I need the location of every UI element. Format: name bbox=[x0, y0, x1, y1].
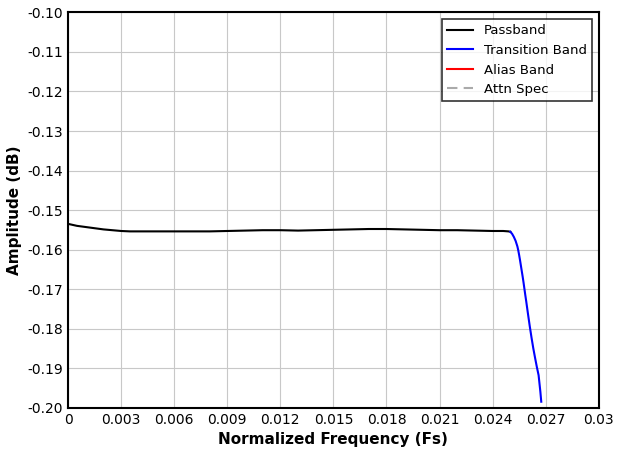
Passband bbox=[365, 226, 373, 232]
Transition Band bbox=[515, 247, 522, 253]
Transition Band bbox=[530, 345, 537, 351]
Transition Band bbox=[519, 274, 527, 280]
Passband bbox=[224, 228, 231, 234]
Passband bbox=[109, 227, 116, 233]
Passband bbox=[401, 227, 408, 232]
Transition Band bbox=[522, 299, 530, 304]
Passband bbox=[276, 227, 284, 233]
Passband bbox=[499, 228, 507, 234]
Transition Band bbox=[526, 324, 533, 329]
Transition Band bbox=[518, 269, 525, 274]
Transition Band bbox=[512, 238, 519, 244]
Transition Band bbox=[507, 229, 514, 235]
Passband bbox=[171, 229, 178, 234]
Transition Band bbox=[509, 231, 516, 237]
Passband bbox=[294, 228, 302, 233]
Passband bbox=[144, 229, 152, 234]
Passband bbox=[117, 228, 125, 234]
Transition Band bbox=[524, 311, 532, 317]
Passband bbox=[453, 227, 461, 233]
Passband bbox=[436, 227, 443, 233]
Transition Band bbox=[533, 364, 540, 370]
Passband bbox=[91, 226, 98, 231]
Transition Band bbox=[532, 355, 539, 360]
Passband bbox=[505, 229, 512, 234]
Passband bbox=[206, 229, 214, 234]
Transition Band bbox=[516, 257, 524, 263]
X-axis label: Normalized Frequency (Fs): Normalized Frequency (Fs) bbox=[219, 432, 448, 447]
Passband bbox=[73, 223, 81, 228]
Passband bbox=[418, 227, 425, 232]
Passband bbox=[489, 228, 496, 234]
Passband bbox=[65, 221, 72, 227]
Passband bbox=[100, 227, 107, 232]
Transition Band bbox=[510, 234, 517, 240]
Passband bbox=[153, 229, 160, 234]
Y-axis label: Amplitude (dB): Amplitude (dB) bbox=[7, 145, 22, 275]
Transition Band bbox=[535, 373, 542, 378]
Passband bbox=[347, 227, 355, 232]
Passband bbox=[471, 228, 479, 233]
Transition Band bbox=[524, 305, 531, 311]
Passband bbox=[494, 228, 502, 234]
Passband bbox=[126, 229, 134, 234]
Legend: Passband, Transition Band, Alias Band, Attn Spec: Passband, Transition Band, Alias Band, A… bbox=[442, 19, 592, 101]
Transition Band bbox=[520, 280, 527, 286]
Passband bbox=[82, 224, 89, 230]
Transition Band bbox=[537, 389, 544, 395]
Line: Passband: Passband bbox=[68, 224, 510, 232]
Passband bbox=[259, 227, 266, 233]
Passband bbox=[312, 227, 319, 233]
Transition Band bbox=[517, 263, 525, 268]
Passband bbox=[242, 228, 249, 233]
Passband bbox=[507, 229, 514, 235]
Transition Band bbox=[538, 399, 545, 405]
Line: Transition Band: Transition Band bbox=[510, 232, 542, 402]
Transition Band bbox=[522, 293, 529, 298]
Transition Band bbox=[514, 244, 521, 249]
Passband bbox=[188, 229, 196, 234]
Transition Band bbox=[528, 335, 535, 340]
Transition Band bbox=[515, 252, 523, 258]
Passband bbox=[330, 227, 337, 232]
Transition Band bbox=[521, 286, 528, 292]
Passband bbox=[383, 226, 390, 232]
Passband bbox=[135, 229, 143, 234]
